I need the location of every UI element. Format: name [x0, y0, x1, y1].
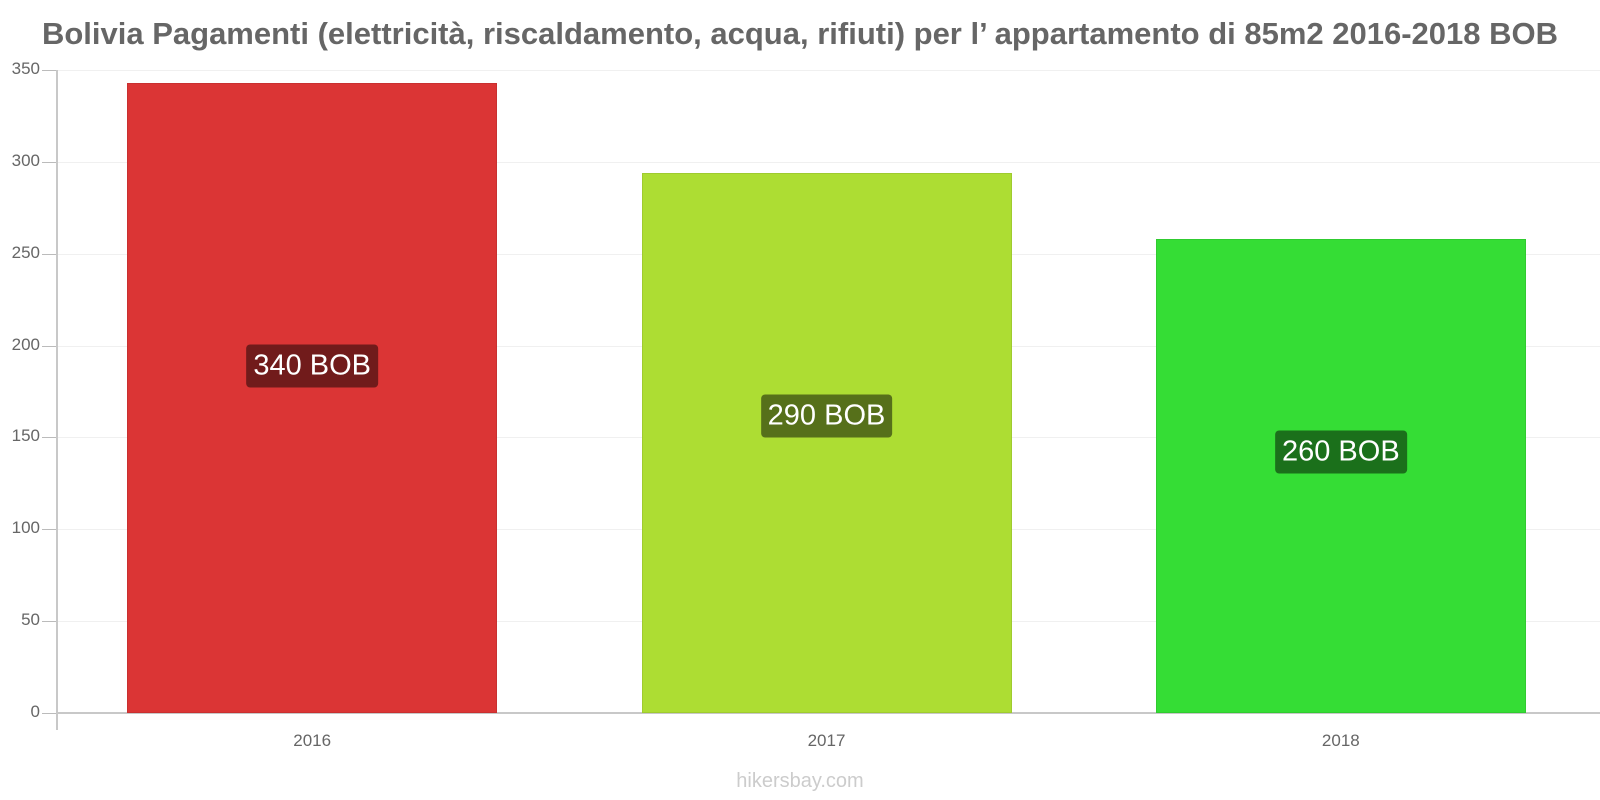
bar-value-label: 340 BOB	[246, 344, 378, 388]
y-tick-mark	[42, 253, 56, 255]
y-tick-mark	[42, 529, 56, 531]
gridline	[57, 161, 1600, 163]
y-tick-label: 50	[21, 610, 40, 630]
y-tick-label: 200	[11, 334, 40, 354]
chart-title: Bolivia Pagamenti (elettricità, riscalda…	[41, 16, 1559, 51]
bar-2018[interactable]	[1155, 239, 1526, 713]
bar-2017[interactable]	[641, 172, 1012, 713]
bar-value-label: 290 BOB	[760, 394, 893, 438]
x-tick-label: 2016	[293, 731, 332, 750]
y-tick-mark	[42, 437, 56, 439]
gridline	[57, 70, 1600, 71]
bar-2016[interactable]	[127, 82, 498, 713]
y-tick-mark	[42, 70, 56, 71]
x-tick-label: 2018	[1321, 731, 1360, 750]
y-tick-label: 250	[11, 242, 40, 262]
y-tick-mark	[42, 161, 56, 163]
y-tick-mark	[42, 621, 56, 623]
y-tick-label: 350	[11, 59, 40, 78]
bar-value-label: 260 BOB	[1274, 430, 1407, 474]
y-tick-label: 100	[11, 518, 40, 538]
y-tick-mark	[42, 345, 56, 347]
y-axis	[56, 70, 58, 730]
x-axis	[56, 712, 1600, 714]
x-tick-label: 2017	[807, 731, 846, 750]
y-tick-label: 0	[30, 702, 40, 721]
y-tick-label: 150	[11, 426, 40, 446]
y-tick-label: 300	[11, 150, 40, 170]
y-tick-mark	[42, 713, 56, 714]
watermark: hikersbay.com	[736, 770, 864, 792]
